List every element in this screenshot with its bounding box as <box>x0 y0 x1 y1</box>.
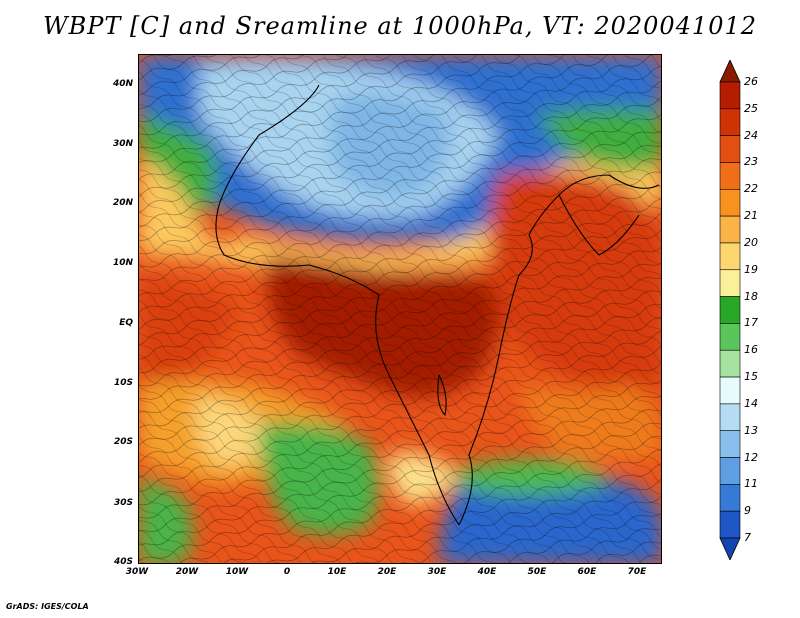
lon-label-40e: 40E <box>477 567 497 577</box>
colorbar-segment <box>719 457 741 485</box>
colorbar-segment <box>719 135 741 163</box>
lon-label-70e: 70E <box>627 567 647 577</box>
colorbar-segment <box>719 108 741 136</box>
lon-label-10e: 10E <box>327 567 347 577</box>
colorbar-segment <box>719 376 741 405</box>
lon-label-30w: 30W <box>125 567 149 577</box>
lon-label-20w: 20W <box>175 567 199 577</box>
colorbar-segment <box>719 269 741 297</box>
lat-label-10s: 10S <box>113 378 133 388</box>
colorbar-segment <box>719 430 741 458</box>
lon-label-30e: 30E <box>427 567 447 577</box>
colorbar-label: 11 <box>744 477 758 491</box>
colorbar-label: 7 <box>744 531 751 544</box>
lon-label-60e: 60E <box>577 567 597 577</box>
colorbar-segment <box>719 242 741 271</box>
colorbar-label: 13 <box>744 423 758 437</box>
colorbar-segment <box>719 296 741 324</box>
lat-label-30n: 30N <box>112 139 133 149</box>
colorbar-label: 17 <box>744 316 758 330</box>
colorbar-max-arrow <box>719 60 741 83</box>
colorbar-segment <box>719 349 741 378</box>
colorbar-label: 23 <box>744 155 758 169</box>
lon-label-50e: 50E <box>527 567 547 577</box>
lat-label-20s: 20S <box>113 437 133 447</box>
colorbar-label: 14 <box>744 396 758 410</box>
colorbar-label: 26 <box>744 75 758 88</box>
lon-label-10w: 10W <box>225 567 249 577</box>
colorbar-label: 12 <box>744 450 758 464</box>
colorbar-segment <box>719 484 741 512</box>
colorbar-segment <box>719 403 741 432</box>
colorbar-segment <box>719 81 741 110</box>
grads-credit: GrADS: IGES/COLA <box>6 602 89 611</box>
colorbar-label: 15 <box>744 370 758 384</box>
colorbar-label: 9 <box>744 504 751 518</box>
map-panel <box>138 54 662 564</box>
colorbar-segment <box>719 162 741 190</box>
wbpt-map <box>139 55 661 563</box>
lat-label-30s: 30S <box>113 498 133 508</box>
lon-label-20e: 20E <box>377 567 397 577</box>
colorbar-segment <box>719 188 741 217</box>
lat-label-10n: 10N <box>112 258 133 268</box>
coastlines <box>215 84 660 526</box>
lat-label-20n: 20N <box>112 198 133 208</box>
lat-label-40n: 40N <box>112 79 133 89</box>
lat-label-40s: 40S <box>113 557 133 567</box>
colorbar-label: 18 <box>744 289 758 303</box>
colorbar-segment <box>719 510 741 539</box>
colorbar-label: 20 <box>744 235 758 249</box>
colorbar-label: 21 <box>744 209 758 223</box>
colorbar <box>719 60 741 560</box>
chart-title: WBPT [C] and Sreamline at 1000hPa, VT: 2… <box>42 12 758 40</box>
lon-label-0: 0 <box>283 567 291 577</box>
streamlines-layer-b <box>139 55 661 563</box>
colorbar-min-arrow <box>719 537 741 560</box>
lat-label-eq: EQ <box>119 318 133 328</box>
colorbar-label: 22 <box>744 182 758 196</box>
colorbar-segment <box>719 323 741 351</box>
colorbar-label: 25 <box>744 101 758 115</box>
colorbar-label: 24 <box>744 128 758 142</box>
colorbar-segment <box>719 215 741 244</box>
colorbar-label: 19 <box>744 262 758 276</box>
colorbar-label: 16 <box>744 343 758 357</box>
